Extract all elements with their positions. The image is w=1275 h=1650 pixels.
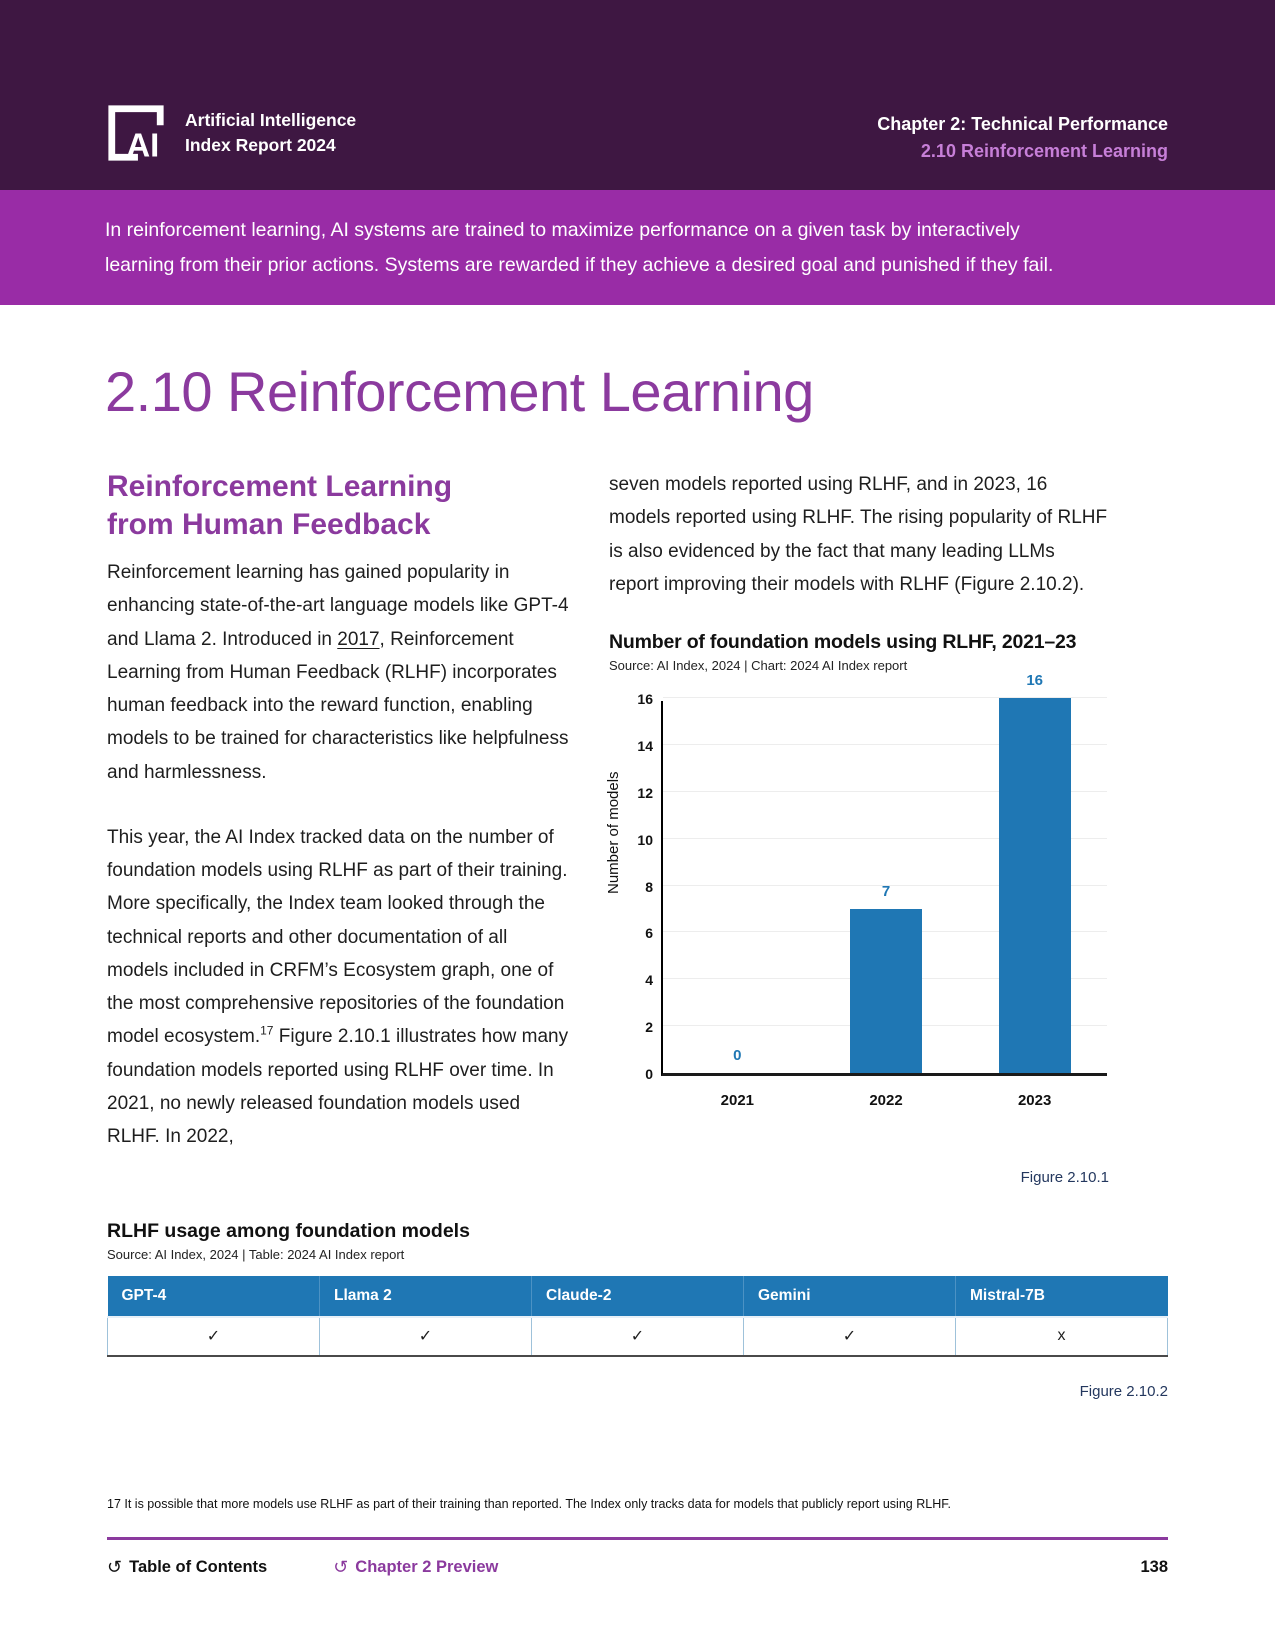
logo-wordmark: Artificial Intelligence Index Report 202…: [185, 108, 356, 159]
table-header-row: GPT-4 Llama 2 Claude-2 Gemini Mistral-7B: [107, 1276, 1168, 1317]
y-tick-label: 16: [637, 691, 653, 707]
ai-index-logo: AI Artificial Intelligence Index Report …: [105, 102, 356, 164]
paragraph-1: Reinforcement learning has gained popula…: [107, 556, 573, 789]
chapter-title: Chapter 2: Technical Performance: [877, 113, 1168, 134]
chart-source: Source: AI Index, 2024 | Chart: 2024 AI …: [609, 658, 908, 673]
bar-value-label: 0: [733, 1047, 742, 1064]
footer-divider: [107, 1537, 1168, 1540]
chapter-breadcrumb: Chapter 2: Technical Performance 2.10 Re…: [877, 112, 1168, 164]
table-of-contents-link[interactable]: ↺ Table of Contents: [107, 1558, 267, 1577]
y-tick-label: 4: [645, 972, 653, 989]
y-gridline: [663, 837, 1107, 839]
table-header-cell-gpt-4: GPT-4: [107, 1276, 320, 1317]
rlhf-usage-table-section: RLHF usage among foundation models Sourc…: [107, 1220, 1168, 1400]
chart-canvas: 0 2 4 6 8 10 12 14 16 0 2021 7 2022 16 2023: [637, 672, 1107, 1109]
figure-caption-2-10-1: Figure 2.10.1: [1020, 1169, 1109, 1186]
y-tick-label: 12: [637, 784, 653, 801]
paragraph-3: seven models reported using RLHF, and in…: [609, 474, 1108, 595]
x-tick-label: 2023: [1017, 1092, 1052, 1109]
y-tick-label: 0: [645, 1066, 653, 1082]
section-heading: Reinforcement Learning from Human Feedba…: [107, 470, 453, 542]
y-tick-label: 10: [637, 831, 653, 848]
para1-text-cont: , Reinforcement Learning from Human Feed…: [107, 628, 569, 783]
back-arrow-icon: ↺: [107, 1556, 123, 1577]
bar-2022: [850, 908, 922, 1073]
table-header-cell-gemini: Gemini: [743, 1276, 956, 1317]
y-tick-label: 8: [645, 878, 653, 895]
bar-value-label: 16: [1026, 672, 1043, 689]
para2-text: This year, the AI Index tracked data on …: [107, 826, 568, 1048]
y-tick-label: 6: [645, 925, 653, 942]
intro-banner-text: In reinforcement learning, AI systems ar…: [105, 219, 1054, 276]
y-tick-label: 14: [637, 737, 653, 754]
y-gridline: [663, 743, 1107, 745]
table-header-cell-mistral-7b: Mistral-7B: [955, 1276, 1168, 1317]
logo-line1: Artificial Intelligence: [185, 109, 357, 130]
intro-banner: In reinforcement learning, AI systems ar…: [0, 190, 1275, 305]
y-tick-label: 2: [645, 1019, 653, 1036]
table-value-cell-gpt-4: ✓: [107, 1316, 320, 1357]
bar-value-label: 7: [881, 882, 891, 900]
x-tick-label: 2021: [720, 1092, 755, 1109]
body-columns: Reinforcement Learning from Human Feedba…: [107, 468, 1168, 1186]
left-column: Reinforcement Learning from Human Feedba…: [107, 468, 573, 1186]
footnote-17: 17 It is possible that more models use R…: [107, 1497, 951, 1511]
rlhf-usage-table: GPT-4 Llama 2 Claude-2 Gemini Mistral-7B ✓ ✓ ✓…: [107, 1276, 1168, 1357]
table-header-cell-claude-2: Claude-2: [531, 1276, 744, 1317]
x-tick-label: 2022: [869, 1092, 903, 1109]
table-value-row: ✓ ✓ ✓ ✓ x: [107, 1316, 1168, 1357]
chart-plot-area: Number of models 0 2 4 6 8 10 12 14 16 0 2021 7 2022…: [605, 672, 1109, 1141]
bar-2023: [998, 698, 1071, 1073]
table-value-cell-gemini: ✓: [743, 1316, 956, 1357]
page-number: 138: [1140, 1558, 1168, 1576]
report-header: AI Artificial Intelligence Index Report …: [0, 0, 1275, 190]
page-footer: ↺ Table of Contents ↺ Chapter 2 Preview …: [107, 1558, 1168, 1577]
svg-text:AI: AI: [126, 126, 159, 163]
table-of-contents-label: Table of Contents: [129, 1558, 268, 1576]
footnote-ref-17[interactable]: 17: [260, 1024, 274, 1039]
logo-line2: Index Report 2024: [185, 135, 336, 155]
table-title: RLHF usage among foundation models: [107, 1220, 470, 1242]
chapter-preview-link[interactable]: ↺ Chapter 2 Preview: [333, 1558, 498, 1577]
page-title: 2.10 Reinforcement Learning: [105, 360, 814, 423]
para1-text: Reinforcement learning has gained popula…: [107, 562, 569, 650]
y-gridline: [663, 790, 1107, 792]
y-gridline: [663, 884, 1107, 886]
figure-caption-2-10-2: Figure 2.10.2: [1079, 1383, 1168, 1400]
chart-title: Number of foundation models using RLHF, …: [609, 631, 1077, 653]
para2-text-cont: Figure 2.10.1 illustrates how many found…: [107, 1026, 569, 1148]
table-source: Source: AI Index, 2024 | Table: 2024 AI …: [107, 1247, 405, 1262]
section-title-link[interactable]: 2.10 Reinforcement Learning: [920, 140, 1168, 161]
table-value-cell-claude-2: ✓: [531, 1316, 744, 1357]
rlhf-bar-chart: Number of foundation models using RLHF, …: [605, 631, 1109, 1186]
table-header-cell-llama-2: Llama 2: [319, 1276, 532, 1317]
ai-index-logo-icon: AI: [105, 102, 167, 164]
table-value-cell-mistral-7b: x: [955, 1316, 1168, 1357]
table-value-cell-llama-2: ✓: [319, 1316, 532, 1357]
y-gridline: [663, 697, 1107, 698]
right-column: seven models reported using RLHF, and in…: [605, 468, 1109, 1186]
link-2017[interactable]: 2017: [337, 628, 380, 650]
paragraph-2: This year, the AI Index tracked data on …: [107, 821, 573, 1154]
chapter-preview-label: Chapter 2 Preview: [355, 1558, 499, 1576]
back-arrow-icon: ↺: [333, 1556, 349, 1577]
